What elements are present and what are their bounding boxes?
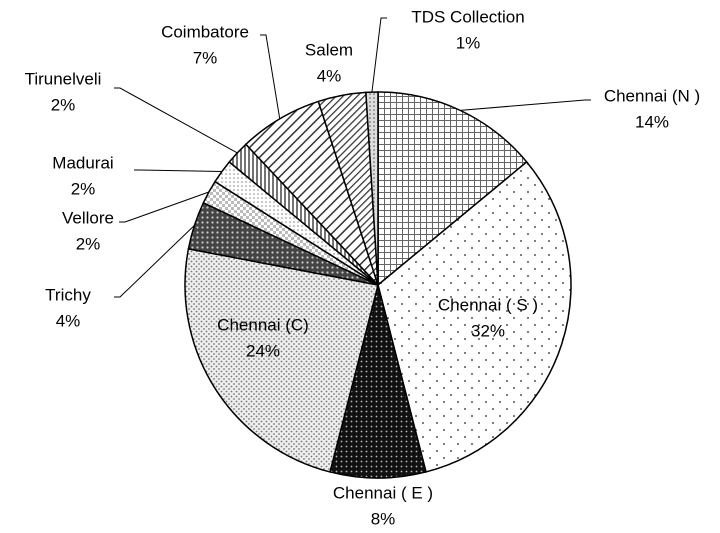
- leader-line: [134, 169, 222, 173]
- slice-value-label: 7%: [193, 48, 218, 67]
- slice-label: Chennai (C): [217, 315, 309, 334]
- leader-line: [114, 224, 195, 298]
- slice-value-label: 2%: [76, 234, 101, 253]
- slice-value-label: 4%: [56, 311, 81, 330]
- slice-label: Vellore: [62, 208, 114, 227]
- slice-value-label: 4%: [317, 66, 342, 85]
- slice-label: Coimbatore: [161, 22, 249, 41]
- slice-label: Chennai ( E ): [333, 483, 433, 502]
- slice-value-label: 1%: [456, 33, 481, 52]
- slice-value-label: 24%: [246, 341, 280, 360]
- pie-slice: [377, 160, 572, 473]
- slice-value-label: 2%: [71, 179, 96, 198]
- pie-slice: [329, 284, 427, 479]
- leader-line: [460, 99, 591, 111]
- slice-value-label: 8%: [371, 509, 396, 528]
- slice-value-label: 32%: [471, 321, 505, 340]
- slice-value-label: 2%: [51, 95, 76, 114]
- slice-label: Chennai ( S ): [438, 295, 538, 314]
- leader-line: [119, 191, 210, 223]
- pie-slice: [365, 91, 379, 286]
- leader-line: [114, 87, 238, 154]
- slice-label: Madurai: [52, 153, 113, 172]
- leader-line: [260, 34, 281, 119]
- leader-line: [371, 17, 387, 93]
- slice-value-label: 14%: [635, 112, 669, 131]
- slice-label: Chennai (N ): [604, 86, 700, 105]
- pie-slice: [377, 91, 528, 287]
- slice-label: Tirunelveli: [25, 69, 102, 88]
- pie-slice: [184, 247, 379, 473]
- slice-label: Trichy: [45, 285, 91, 304]
- slice-label: TDS Collection: [411, 7, 524, 26]
- slice-label: Salem: [305, 40, 353, 59]
